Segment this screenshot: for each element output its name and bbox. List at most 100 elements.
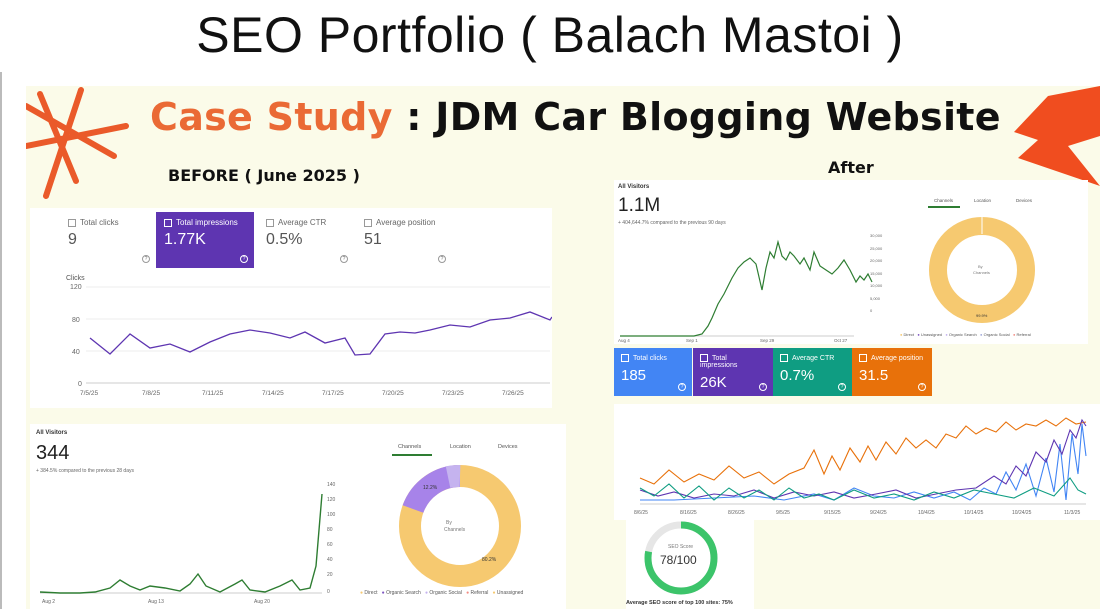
metric-value: 0.5% — [266, 231, 303, 248]
donut-slice-label: 99.9% — [976, 313, 988, 318]
x-tick: Sep 29 — [760, 338, 775, 343]
legend-item: Referral — [470, 590, 489, 596]
x-tick: 10/4/25 — [918, 510, 935, 516]
metric-value: 31.5 — [859, 367, 889, 384]
metric-value: 0.7% — [780, 367, 815, 384]
starburst-right-icon — [1014, 86, 1100, 186]
metric-total-clicks[interactable]: Total clicks 9 ? — [60, 212, 156, 268]
legend-dot: ● — [466, 590, 470, 596]
y-tick: 140 — [327, 482, 336, 488]
tab-devices[interactable]: Devices — [498, 444, 518, 450]
y-tick: 25,000 — [870, 245, 883, 251]
before-donut-legend: ● Direct ● Organic Search ● Organic Soci… — [360, 590, 566, 596]
starburst-left-icon — [26, 87, 129, 199]
x-tick: Aug 20 — [254, 599, 270, 605]
checkbox-icon — [621, 354, 629, 362]
position-line — [639, 417, 1087, 485]
metric-total-impressions[interactable]: Total impressions 1.77K ? — [156, 212, 254, 268]
tab-devices[interactable]: Devices — [1016, 198, 1033, 203]
y-tick: 60 — [327, 542, 333, 548]
after-metrics-row: Total clicks 185 ? Total impressions 26K… — [614, 348, 932, 396]
checkbox-icon — [68, 218, 76, 227]
tab-location[interactable]: Location — [450, 444, 471, 450]
metric-total-clicks[interactable]: Total clicks 185 ? — [614, 348, 692, 396]
metric-average-position[interactable]: Average position 51 ? — [356, 212, 452, 268]
chart-series-label: Clicks — [66, 275, 85, 282]
help-icon: ? — [918, 383, 926, 391]
y-tick: 20 — [327, 572, 333, 578]
page-title-text: SEO Portfolio ( Balach Mastoi ) — [196, 7, 904, 63]
x-tick: 11/3/25 — [1064, 510, 1081, 516]
visitors-label: All Visitors — [36, 430, 68, 436]
metric-label: Average CTR — [278, 218, 327, 227]
x-tick: 9/24/25 — [870, 510, 887, 516]
tab-channels[interactable]: Channels — [398, 444, 422, 450]
after-channels-donut: By Channels 99.9% — [929, 217, 1035, 323]
donut-slice-label: 80.2% — [482, 557, 497, 563]
y-tick: 15,000 — [870, 270, 883, 276]
donut-slice-label: 12.2% — [423, 485, 438, 491]
x-tick: Sep 1 — [686, 338, 698, 343]
heading-rest: : JDM Car Blogging Website — [392, 95, 1001, 139]
legend-item: Direct — [903, 332, 914, 337]
ctr-line — [639, 477, 1087, 501]
y-tick: 80 — [327, 527, 333, 533]
x-tick: 7/17/25 — [322, 390, 344, 397]
x-tick: Aug 13 — [148, 599, 164, 605]
metric-value: 1.77K — [164, 231, 206, 248]
x-tick: 8/26/25 — [728, 510, 745, 516]
impressions-line — [639, 418, 1087, 499]
after-label: After — [828, 158, 874, 177]
tab-active-underline — [392, 454, 432, 456]
donut-center-line-1: By — [978, 264, 983, 269]
legend-dot: ● — [945, 332, 948, 337]
before-clicks-chart: Clicks 120 80 40 0 7/5/25 7/8/25 7/11/25… — [66, 275, 552, 397]
legend-dot: ● — [360, 590, 364, 596]
checkbox-icon — [364, 218, 372, 227]
checkbox-icon — [780, 354, 788, 362]
help-icon: ? — [240, 255, 248, 263]
tab-active-underline — [928, 206, 960, 208]
help-icon: ? — [340, 255, 348, 263]
donut-center-line-2: Channels — [973, 270, 990, 275]
seo-score-value: 78/100 — [660, 553, 697, 567]
legend-dot: ● — [381, 590, 385, 596]
tab-location[interactable]: Location — [974, 198, 992, 203]
metric-total-impressions[interactable]: Total impressions 26K ? — [693, 348, 773, 396]
legend-dot: ● — [917, 332, 920, 337]
metric-label: Total impressions — [176, 218, 238, 227]
checkbox-icon — [164, 218, 172, 227]
x-tick: 8/6/25 — [634, 510, 648, 516]
metric-value: 185 — [621, 367, 647, 384]
x-tick: 9/15/25 — [824, 510, 841, 516]
before-metrics-row: Total clicks 9 ? Total impressions 1.77K… — [60, 212, 550, 268]
x-tick: 7/23/25 — [442, 390, 464, 397]
y-tick: 80 — [72, 317, 80, 324]
legend-dot: ● — [425, 590, 429, 596]
metric-average-position[interactable]: Average position 31.5 ? — [852, 348, 932, 396]
donut-slice-direct — [399, 465, 521, 587]
metric-average-ctr[interactable]: Average CTR 0.5% ? — [258, 212, 354, 268]
metric-average-ctr[interactable]: Average CTR 0.7% ? — [773, 348, 852, 396]
before-analytics-panel: All Visitors 344 + 384.5% compared to th… — [30, 424, 566, 609]
before-channels-donut: By Channels 12.2% 80.2% — [399, 464, 521, 587]
legend-item: Direct — [364, 590, 378, 596]
tab-channels[interactable]: Channels — [934, 198, 954, 203]
checkbox-icon — [859, 354, 867, 362]
x-tick: Aug 4 — [618, 338, 630, 343]
after-performance-panel: 8/6/25 8/16/25 8/26/25 9/5/25 9/15/25 9/… — [614, 404, 1100, 520]
help-icon: ? — [142, 255, 150, 263]
x-tick: 7/8/25 — [142, 390, 160, 397]
seo-score-caption: Average SEO score of top 100 sites: 75% — [626, 600, 733, 606]
x-tick: Oct 27 — [834, 338, 848, 343]
after-donut-legend: ● Direct ● Unassigned ● Organic Search ●… — [900, 332, 1088, 337]
y-tick: 0 — [870, 308, 873, 313]
metric-label: Total clicks — [80, 218, 119, 227]
y-tick: 40 — [327, 557, 333, 563]
after-visitors-chart: Aug 4 Sep 1 Sep 29 Oct 27 — [618, 239, 873, 343]
y-tick: 10,000 — [870, 283, 883, 288]
x-axis-ticks: 8/6/25 8/16/25 8/26/25 9/5/25 9/15/25 9/… — [634, 510, 1081, 516]
case-study-heading: Case Study : JDM Car Blogging Website — [150, 95, 1001, 139]
after-performance-chart: 8/6/25 8/16/25 8/26/25 9/5/25 9/15/25 9/… — [634, 417, 1087, 516]
donut-center-line-1: By — [446, 520, 452, 526]
